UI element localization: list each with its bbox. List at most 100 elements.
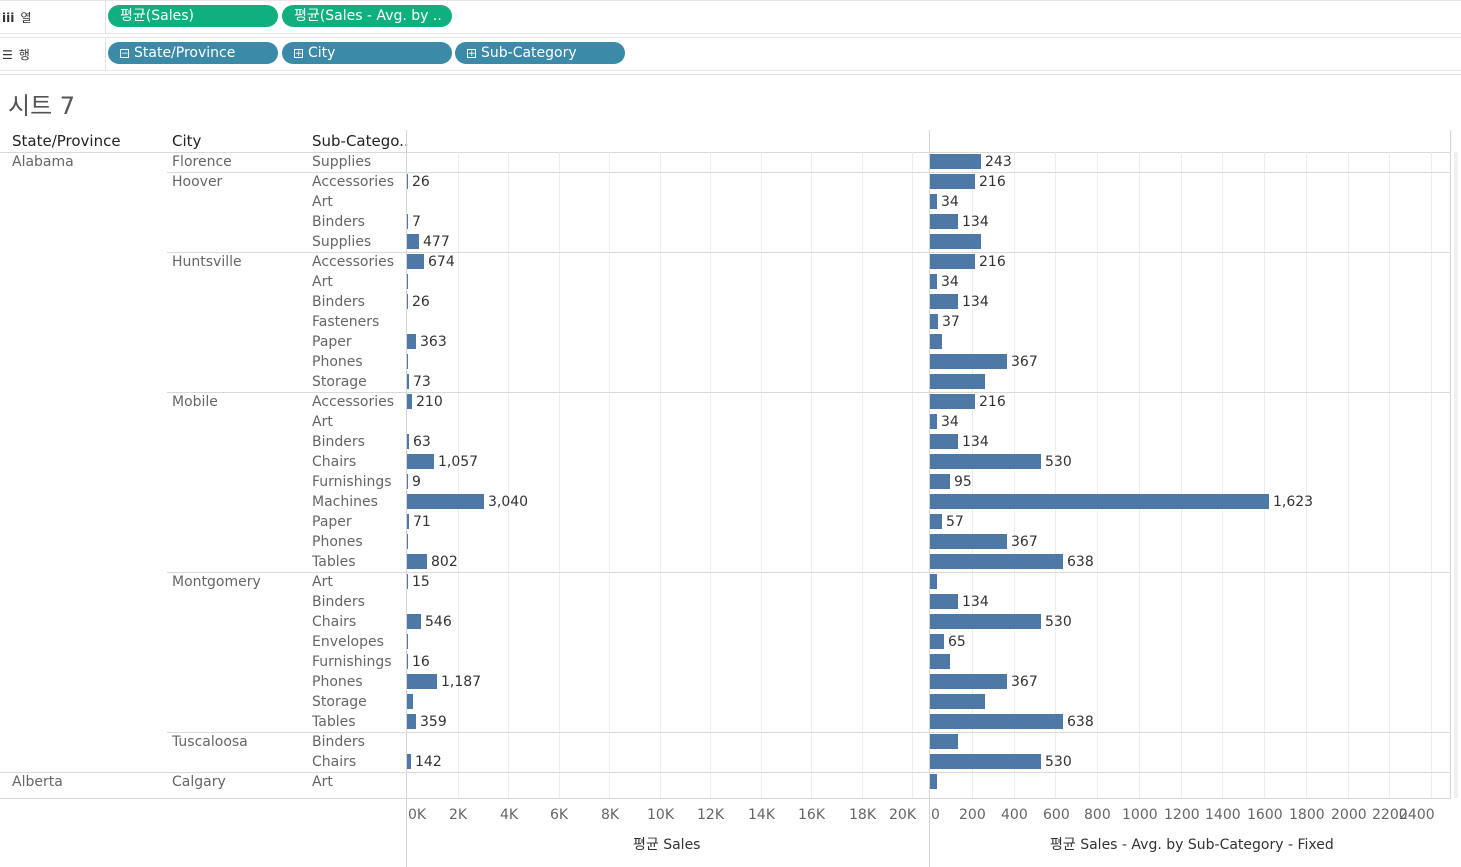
bar-mark[interactable] [407, 454, 434, 469]
row-subcategory[interactable]: Binders [312, 734, 365, 750]
row-subcategory[interactable]: Envelopes [312, 634, 384, 650]
scrollbar[interactable] [1454, 152, 1458, 798]
row-subcategory[interactable]: Binders [312, 434, 365, 450]
bar-mark[interactable] [930, 694, 986, 709]
row-subcategory[interactable]: Binders [312, 214, 365, 230]
bar-mark[interactable] [407, 534, 409, 549]
bar-mark[interactable] [930, 234, 981, 249]
bar-mark[interactable] [407, 554, 428, 569]
header-subcategory[interactable]: Sub-Catego.. [312, 132, 409, 150]
bar-mark[interactable] [407, 434, 409, 449]
bar-mark[interactable] [407, 374, 409, 389]
bar-mark[interactable] [930, 414, 938, 429]
bar-mark[interactable] [930, 354, 1007, 369]
row-subcategory[interactable]: Art [312, 574, 333, 590]
row-subcategory[interactable]: Art [312, 274, 333, 290]
bar-mark[interactable] [930, 574, 938, 589]
row-subcategory[interactable]: Tables [312, 554, 356, 570]
bar-mark[interactable] [407, 634, 409, 649]
bar-mark[interactable] [930, 274, 938, 289]
row-subcategory[interactable]: Paper [312, 514, 352, 530]
bar-mark[interactable] [930, 454, 1041, 469]
header-state[interactable]: State/Province [12, 132, 121, 150]
bar-mark[interactable] [407, 234, 419, 249]
expand-icon[interactable]: + [467, 49, 476, 59]
row-subcategory[interactable]: Accessories [312, 254, 395, 270]
row-subcategory[interactable]: Supplies [312, 234, 372, 250]
bar-mark[interactable] [930, 674, 1007, 689]
bar-mark[interactable] [930, 774, 938, 789]
row-city[interactable]: Montgomery [172, 574, 261, 590]
row-subcategory[interactable]: Furnishings [312, 474, 392, 490]
row-state[interactable]: Alberta [12, 774, 63, 790]
bar-mark[interactable] [930, 654, 950, 669]
row-state[interactable]: Alabama [12, 154, 74, 170]
bar-mark[interactable] [930, 334, 942, 349]
row-subcategory[interactable]: Accessories [312, 394, 395, 410]
rows-pill-city[interactable]: + City [282, 42, 452, 64]
bar-mark[interactable] [407, 514, 409, 529]
bar-mark[interactable] [407, 614, 421, 629]
bar-mark[interactable] [407, 654, 409, 669]
bar-mark[interactable] [407, 394, 413, 409]
row-subcategory[interactable]: Storage [312, 694, 367, 710]
bar-mark[interactable] [930, 434, 958, 449]
bar-mark[interactable] [407, 674, 437, 689]
row-city[interactable]: Tuscaloosa [172, 734, 248, 750]
bar-mark[interactable] [930, 314, 938, 329]
row-city[interactable]: Hoover [172, 174, 223, 190]
row-subcategory[interactable]: Machines [312, 494, 378, 510]
row-subcategory[interactable]: Chairs [312, 614, 357, 630]
bar-mark[interactable] [930, 614, 1041, 629]
row-subcategory[interactable]: Art [312, 774, 333, 790]
bar-mark[interactable] [407, 294, 409, 309]
bar-mark[interactable] [407, 494, 484, 509]
bar-mark[interactable] [930, 634, 944, 649]
bar-mark[interactable] [930, 594, 958, 609]
row-city[interactable]: Florence [172, 154, 232, 170]
row-subcategory[interactable]: Binders [312, 294, 365, 310]
bar-mark[interactable] [930, 154, 981, 169]
row-subcategory[interactable]: Tables [312, 714, 356, 730]
row-subcategory[interactable]: Accessories [312, 174, 395, 190]
header-city[interactable]: City [172, 132, 202, 150]
bar-mark[interactable] [407, 574, 409, 589]
row-subcategory[interactable]: Phones [312, 534, 363, 550]
collapse-icon[interactable]: − [120, 49, 129, 59]
row-city[interactable]: Calgary [172, 774, 226, 790]
row-subcategory[interactable]: Phones [312, 674, 363, 690]
row-subcategory[interactable]: Art [312, 194, 333, 210]
bar-mark[interactable] [407, 214, 409, 229]
row-subcategory[interactable]: Furnishings [312, 654, 392, 670]
row-city[interactable]: Huntsville [172, 254, 242, 270]
row-subcategory[interactable]: Fasteners [312, 314, 380, 330]
row-subcategory[interactable]: Paper [312, 334, 352, 350]
rows-pill-subcategory[interactable]: + Sub-Category [455, 42, 625, 64]
bar-mark[interactable] [407, 714, 417, 729]
bar-mark[interactable] [930, 214, 958, 229]
row-subcategory[interactable]: Chairs [312, 754, 357, 770]
columns-pill-avg-sales[interactable]: 평균(Sales - Avg. by .. [282, 5, 452, 27]
row-subcategory[interactable]: Binders [312, 594, 365, 610]
bar-mark[interactable] [930, 714, 1064, 729]
bar-mark[interactable] [407, 334, 417, 349]
bar-mark[interactable] [407, 354, 409, 369]
bar-mark[interactable] [930, 494, 1269, 509]
row-subcategory[interactable]: Supplies [312, 154, 372, 170]
bar-mark[interactable] [407, 174, 409, 189]
bar-mark[interactable] [930, 374, 986, 389]
row-subcategory[interactable]: Storage [312, 374, 367, 390]
bar-mark[interactable] [930, 474, 950, 489]
rows-pill-state[interactable]: − State/Province [108, 42, 278, 64]
bar-mark[interactable] [407, 274, 409, 289]
expand-icon[interactable]: + [294, 49, 303, 59]
row-subcategory[interactable]: Art [312, 414, 333, 430]
row-city[interactable]: Mobile [172, 394, 218, 410]
bar-mark[interactable] [930, 294, 958, 309]
bar-mark[interactable] [930, 754, 1041, 769]
bar-mark[interactable] [407, 474, 409, 489]
bar-mark[interactable] [930, 514, 942, 529]
bar-mark[interactable] [930, 174, 976, 189]
columns-pill-sales[interactable]: 평균(Sales) [108, 5, 278, 27]
bar-mark[interactable] [930, 534, 1007, 549]
